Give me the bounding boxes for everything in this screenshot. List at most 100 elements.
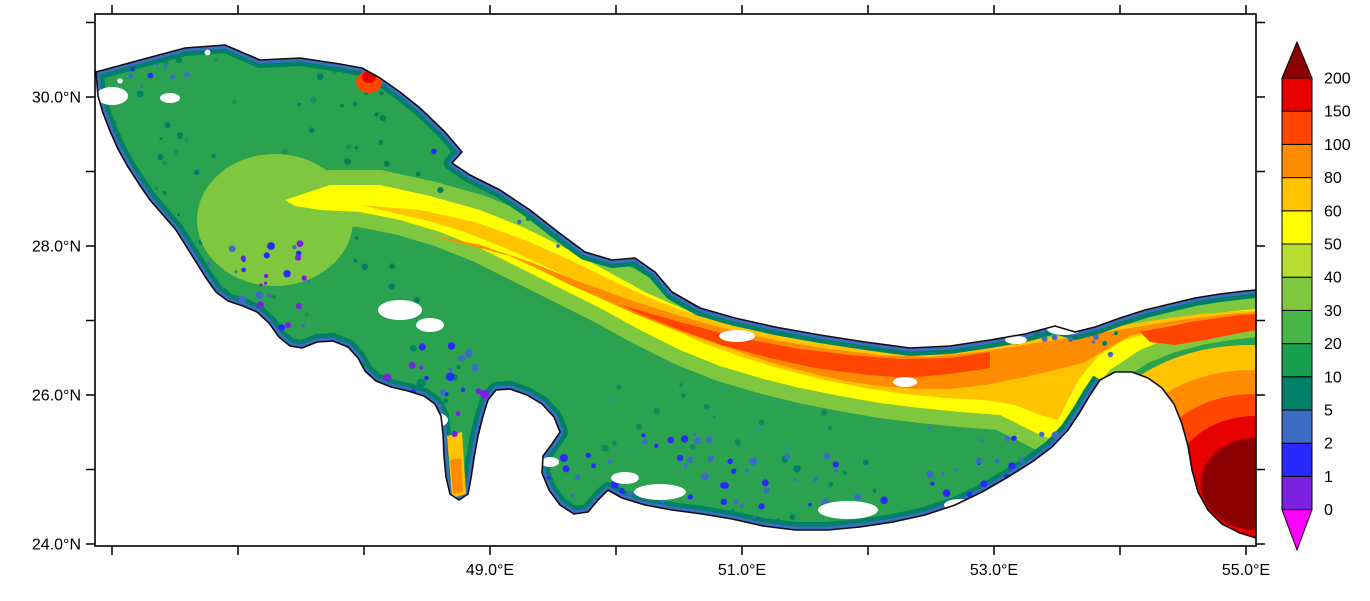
speckle <box>119 259 125 265</box>
speckle <box>570 191 576 197</box>
speckle <box>175 57 183 64</box>
speckle <box>429 430 438 439</box>
speckle <box>378 139 384 145</box>
speckle <box>164 122 171 129</box>
speckle <box>679 383 684 387</box>
speckle <box>272 295 276 299</box>
speckle <box>1107 351 1114 358</box>
plot-frame <box>94 13 1257 547</box>
speckle <box>480 389 490 399</box>
speckle <box>507 185 514 191</box>
speckle <box>980 438 983 442</box>
speckle <box>267 242 275 250</box>
speckle <box>117 78 123 84</box>
speckle <box>808 502 812 507</box>
speckle <box>173 150 179 156</box>
speckle <box>296 240 304 248</box>
speckle <box>464 348 473 358</box>
speckle <box>413 297 421 304</box>
speckle <box>718 387 725 393</box>
speckle <box>693 437 701 445</box>
speckle <box>403 89 408 94</box>
speckle <box>163 60 170 67</box>
colorbar-tick-label: 60 <box>1324 203 1342 220</box>
speckle <box>353 258 358 263</box>
speckle <box>763 487 770 494</box>
no-data-patch <box>381 395 429 421</box>
speckle <box>399 430 408 440</box>
colorbar-segment <box>1281 143 1313 179</box>
speckle <box>447 342 456 350</box>
speckle <box>309 96 317 104</box>
colorbar-lower-arrow <box>1281 509 1313 552</box>
speckle <box>730 509 735 514</box>
speckle <box>707 455 714 462</box>
no-data-patch <box>541 457 559 467</box>
speckle <box>1039 431 1045 437</box>
colorbar-upper-arrow <box>1281 40 1313 79</box>
colorbar-tick-label: 1 <box>1324 469 1333 486</box>
speckle <box>388 283 395 290</box>
speckle <box>282 148 289 156</box>
speckle <box>1041 336 1048 342</box>
colorbar-tick-label: 200 <box>1324 71 1351 88</box>
speckle <box>424 375 429 381</box>
speckle <box>383 421 391 429</box>
speckle <box>295 254 302 261</box>
speckle <box>836 424 842 429</box>
speckle <box>437 403 442 408</box>
speckle <box>793 465 801 473</box>
speckle <box>418 343 426 351</box>
speckle <box>1058 461 1063 466</box>
coastline <box>95 44 1257 539</box>
speckle <box>928 426 932 430</box>
speckle <box>408 361 416 369</box>
speckle <box>367 433 376 442</box>
speckle <box>113 266 119 271</box>
speckle <box>152 290 159 297</box>
speckle <box>136 90 144 98</box>
speckle <box>193 169 200 176</box>
speckle <box>653 407 660 414</box>
speckle <box>297 102 302 107</box>
speckle <box>626 490 633 497</box>
colorbar-tick-label: 150 <box>1324 104 1351 121</box>
speckle <box>301 323 305 328</box>
speckle <box>301 275 307 281</box>
speckle <box>353 101 358 107</box>
no-data-patch <box>1005 336 1027 344</box>
speckle <box>734 439 741 446</box>
speckle <box>267 293 272 299</box>
x-axis-label: 53.0°E <box>970 562 1018 579</box>
speckle <box>238 295 245 302</box>
speckle <box>612 441 617 446</box>
speckle <box>793 478 797 482</box>
speckle <box>456 364 461 370</box>
colorbar-segment <box>1281 210 1313 245</box>
speckle <box>980 480 988 488</box>
no-data-patch <box>378 300 422 320</box>
speckle <box>687 494 694 500</box>
colorbar-segment <box>1281 243 1313 278</box>
speckle <box>163 65 167 70</box>
colorbar-tick-label: 5 <box>1324 403 1333 420</box>
colorbar-segment <box>1281 442 1313 477</box>
speckle <box>264 281 268 285</box>
speckle <box>526 180 534 188</box>
speckle <box>162 160 168 166</box>
speckle <box>458 355 465 362</box>
no-data-patch <box>611 472 639 484</box>
speckle <box>609 212 616 218</box>
speckle <box>543 160 548 165</box>
speckle <box>722 482 729 489</box>
speckle <box>628 503 634 510</box>
speckle <box>624 205 629 210</box>
speckle <box>591 463 596 469</box>
speckle <box>256 301 264 309</box>
speckle <box>585 452 591 458</box>
speckle <box>998 299 1005 306</box>
speckle <box>354 146 359 150</box>
no-data-patch <box>719 330 755 342</box>
speckle <box>749 457 757 466</box>
